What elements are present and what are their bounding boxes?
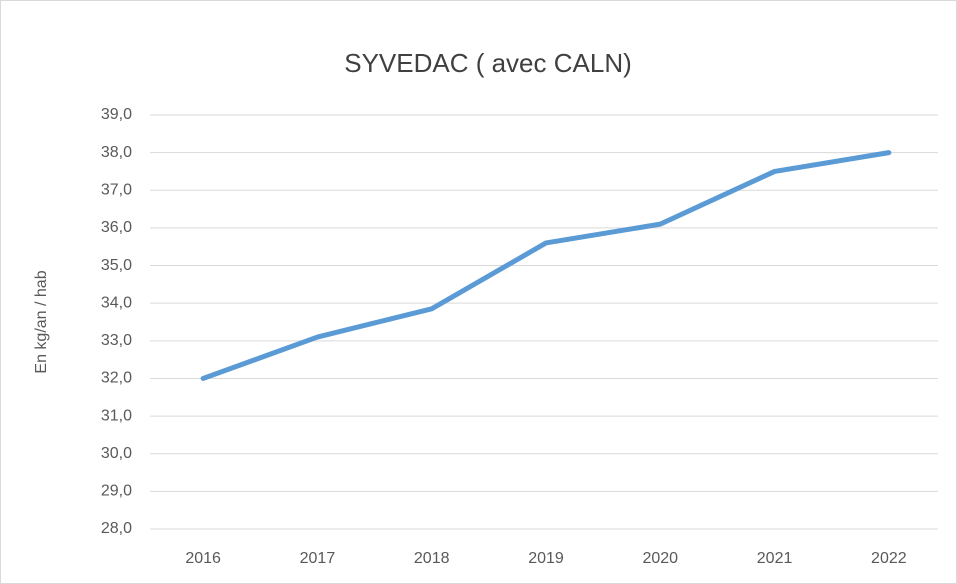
y-tick-label: 29,0 [101,483,132,500]
x-tick-label: 2016 [185,550,221,567]
y-tick-label: 36,0 [101,219,132,236]
x-tick-label: 2017 [300,550,336,567]
x-tick-label: 2018 [414,550,450,567]
y-tick-label: 31,0 [101,407,132,424]
x-tick-label: 2021 [757,550,793,567]
y-tick-label: 39,0 [101,106,132,123]
y-tick-label: 34,0 [101,294,132,311]
y-tick-label: 33,0 [101,332,132,349]
x-tick-label: 2019 [528,550,564,567]
x-tick-label: 2020 [642,550,678,567]
x-tick-label: 2022 [871,550,907,567]
y-tick-label: 28,0 [101,520,132,537]
chart-title: SYVEDAC ( avec CALN) [344,48,632,78]
y-tick-label: 35,0 [101,257,132,274]
y-tick-label: 30,0 [101,445,132,462]
y-tick-label: 32,0 [101,370,132,387]
y-tick-label: 37,0 [101,181,132,198]
data-line [200,150,892,381]
y-tick-label: 38,0 [101,144,132,161]
y-axis-label: En kg/an / hab [33,270,50,373]
